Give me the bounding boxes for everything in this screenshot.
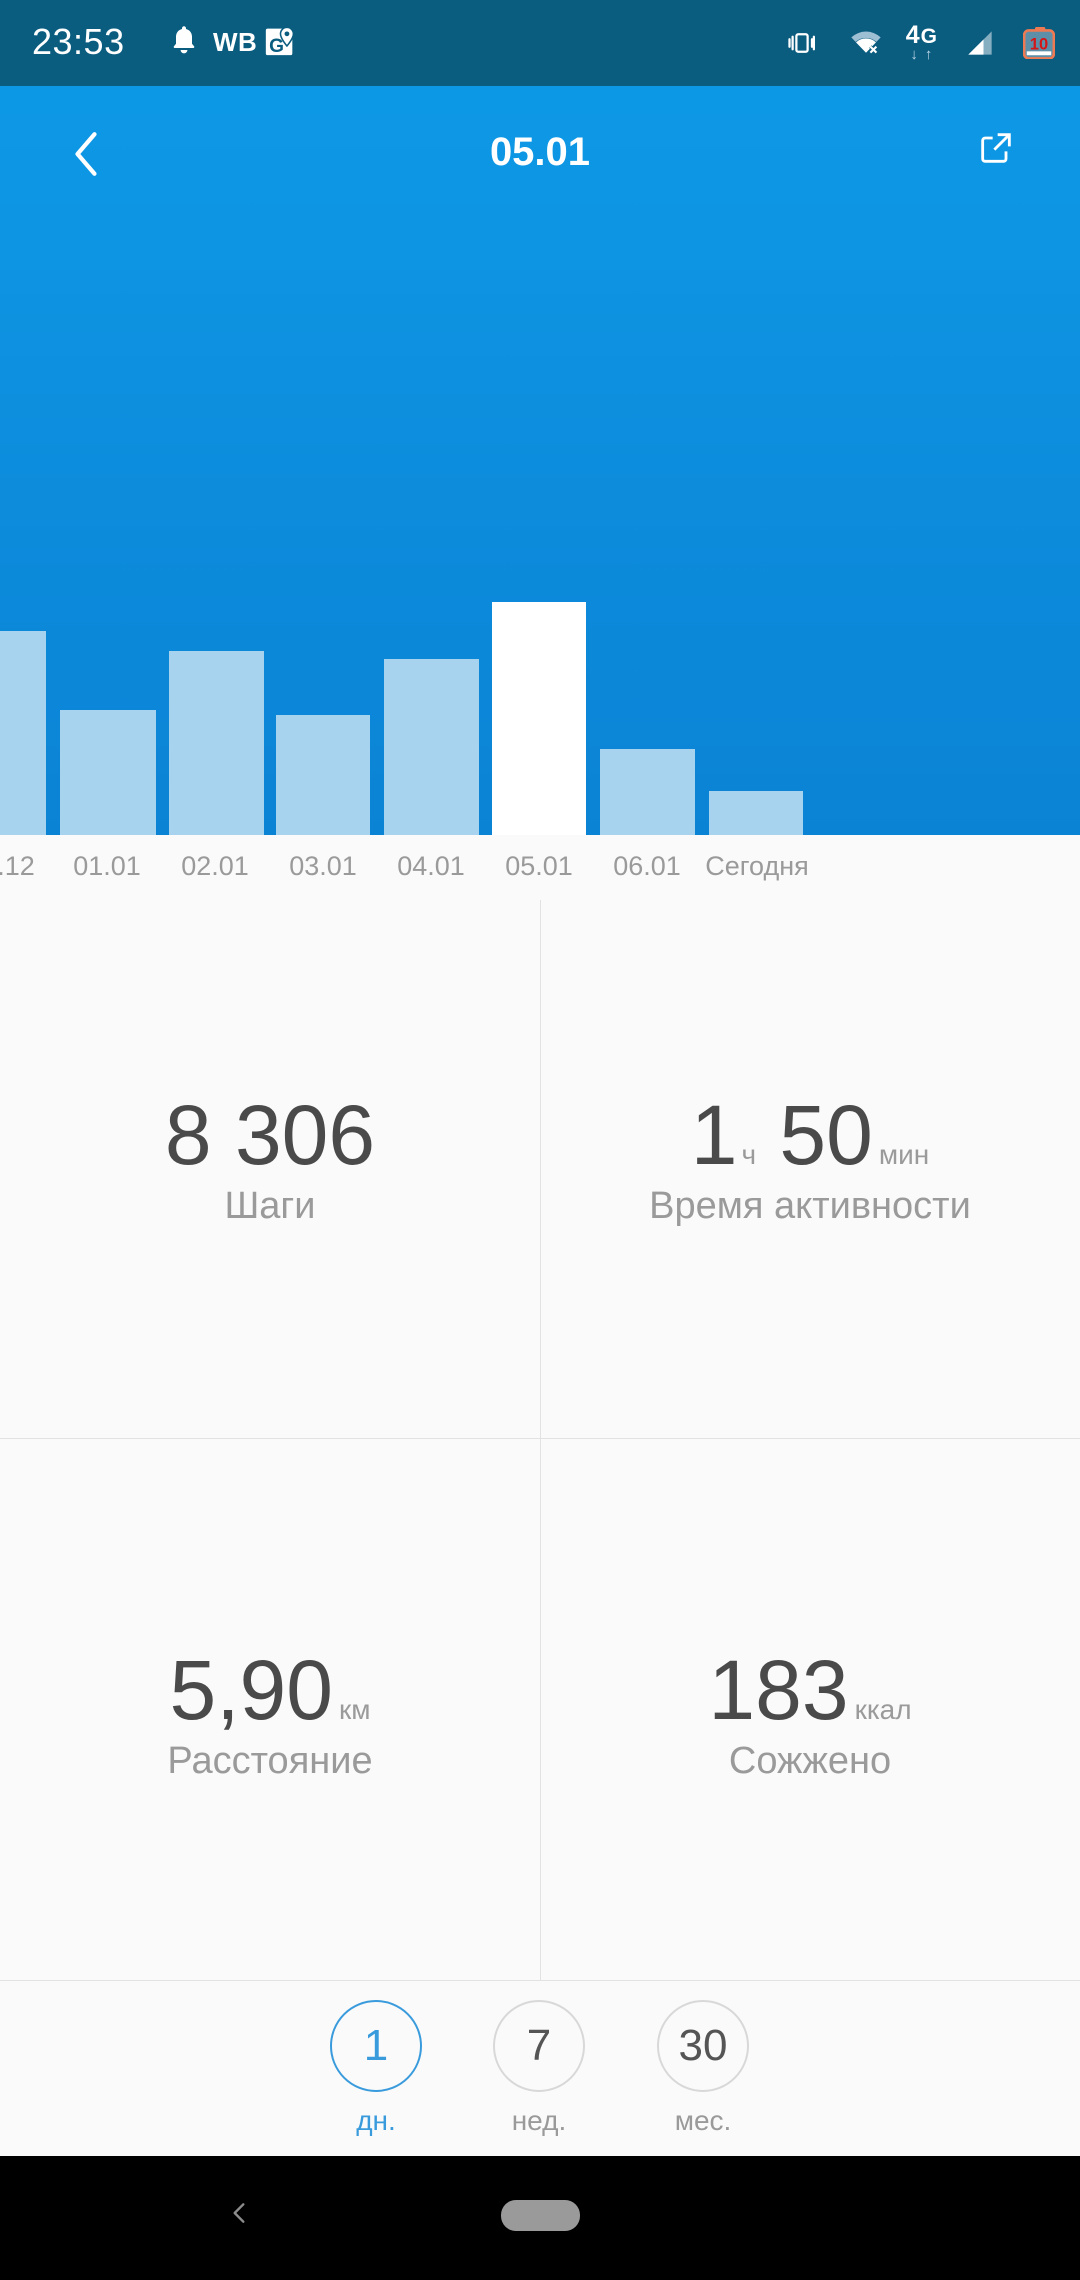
- svg-text:10: 10: [1030, 34, 1048, 53]
